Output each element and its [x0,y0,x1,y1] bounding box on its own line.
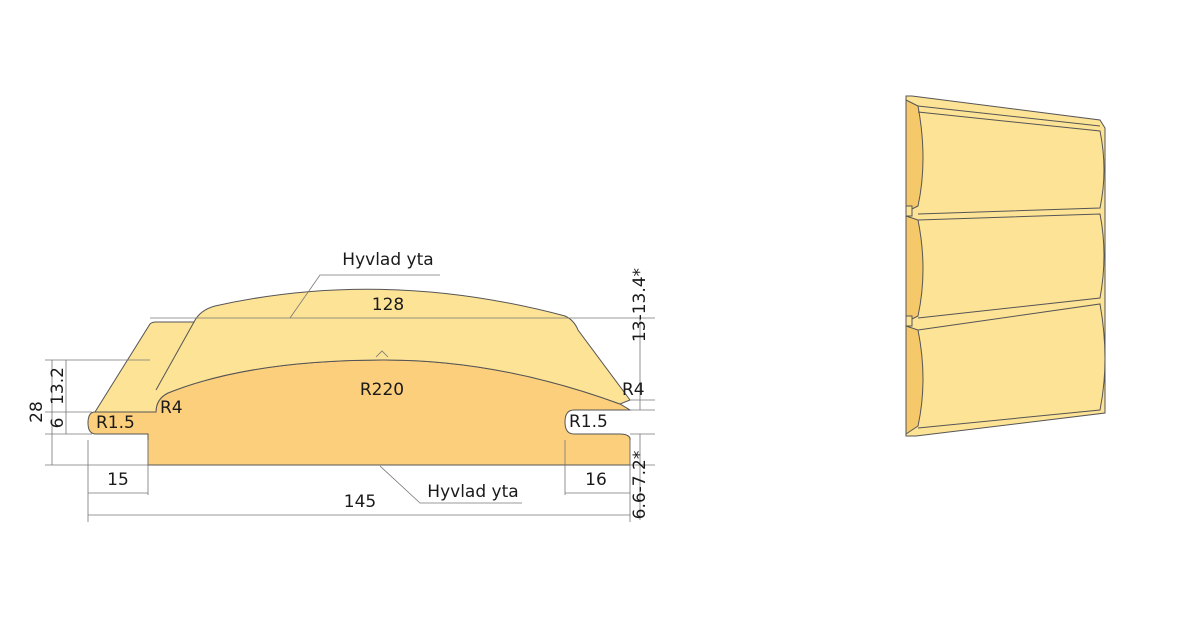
panel-illustration [905,95,1106,437]
dimension-label: 145 [344,492,376,512]
dimension-label: 13.2 [48,367,68,405]
profile-step [155,321,195,391]
dimension-label: 28 [27,401,47,423]
dimension-label: 6 [48,418,68,429]
radius-label: R1.5 [96,413,135,433]
dimension-label: 15 [107,470,129,490]
dimension-label: 6.6-7.2* [630,451,650,520]
dimension-lines [45,274,655,522]
dimension-label: 128 [372,295,404,315]
dimension-label: 16 [585,470,607,490]
radius-label: R1.5 [569,412,608,432]
surface-label: Hyvlad yta [342,250,433,270]
radius-label: R4 [622,380,645,400]
dimension-label: 13-13.4* [630,268,650,342]
surface-label: Hyvlad yta [427,482,518,502]
radius-label: R220 [360,380,404,400]
radius-label: R4 [160,398,183,418]
profile-upper [94,288,631,413]
